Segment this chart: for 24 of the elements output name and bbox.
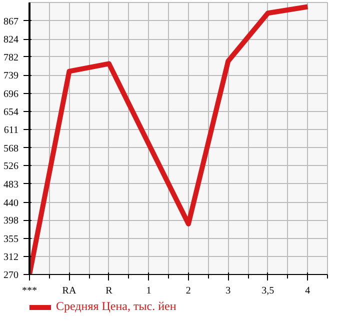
y-tick-label: 355	[4, 234, 18, 245]
y-tick-label: 483	[4, 179, 18, 190]
y-tick-label: 526	[4, 161, 18, 172]
x-tick-label: 2	[186, 286, 191, 296]
y-tick-label: 611	[4, 125, 19, 136]
y-tick-label: 739	[4, 70, 18, 82]
y-tick-label: 398	[4, 216, 18, 227]
x-tick-label: R	[106, 286, 113, 296]
x-tick-label: 1	[146, 286, 152, 296]
y-tick-label: 270	[4, 270, 18, 281]
y-tick-label: 867	[4, 16, 18, 28]
y-tick-label: 696	[4, 88, 18, 100]
y-tick-label: 312	[4, 252, 18, 264]
x-tick-label: 3,5	[262, 286, 274, 296]
x-tick-label: 4	[305, 286, 310, 296]
y-tick-label: 782	[4, 52, 18, 64]
x-tick-label: 3	[226, 286, 231, 296]
y-tick-label: 824	[4, 34, 18, 46]
y-tick-label: 440	[4, 198, 18, 209]
legend-label: Средняя Цена, тыс. йен	[56, 299, 176, 314]
y-tick-label: 654	[4, 106, 18, 118]
x-tick-label: ***	[22, 286, 37, 296]
y-tick-label: 568	[4, 143, 18, 154]
x-tick-label: RA	[62, 286, 77, 296]
